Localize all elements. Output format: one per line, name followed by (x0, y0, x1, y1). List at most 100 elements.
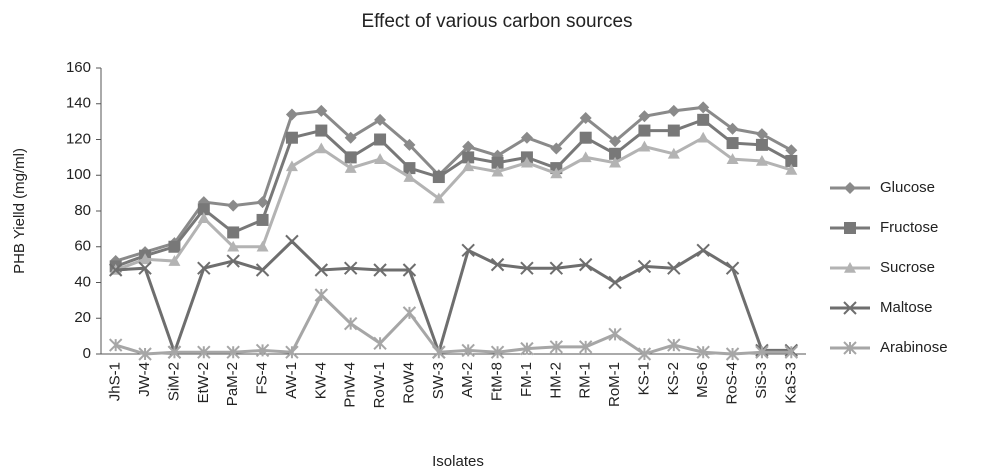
chart-title: Effect of various carbon sources (361, 11, 632, 32)
data-point (168, 240, 181, 253)
data-point (432, 171, 445, 184)
data-point (726, 153, 739, 164)
legend-marker (844, 262, 856, 273)
data-point (667, 104, 680, 117)
x-tick-label: JhS-1 (107, 362, 124, 401)
data-point (667, 338, 681, 352)
y-tick-label: 0 (83, 345, 91, 362)
data-point (344, 151, 357, 164)
data-point (138, 347, 152, 361)
data-point (755, 138, 768, 151)
data-point (315, 142, 328, 154)
series-line (115, 118, 793, 268)
data-point (637, 259, 652, 274)
x-tick-label: KS-1 (635, 362, 652, 395)
data-point (638, 124, 651, 137)
data-point (667, 124, 680, 137)
y-tick-label: 100 (66, 166, 91, 183)
data-point (374, 113, 387, 126)
x-tick-label: AW-1 (283, 362, 300, 399)
legend-label: Glucose (880, 179, 935, 196)
data-point (285, 345, 299, 359)
data-point (784, 345, 799, 359)
data-point (227, 240, 240, 252)
data-point (550, 142, 563, 155)
data-point (609, 147, 622, 160)
data-point (725, 347, 740, 361)
x-tick-label: KW-4 (312, 362, 329, 399)
data-point (402, 263, 417, 277)
y-tick-label: 120 (66, 130, 91, 147)
data-point (373, 263, 387, 277)
data-point (139, 253, 152, 265)
legend-label: Arabinose (880, 339, 948, 356)
x-tick-label: PaM-2 (224, 362, 241, 406)
data-point (403, 171, 416, 182)
data-point (491, 156, 504, 169)
data-point (197, 261, 211, 275)
legend-label: Fructose (880, 219, 938, 236)
data-point (755, 154, 768, 166)
y-tick-label: 20 (74, 309, 91, 326)
data-point (373, 336, 387, 350)
data-point (256, 196, 269, 209)
data-point (285, 234, 299, 249)
data-point (550, 167, 563, 179)
data-point (726, 122, 739, 135)
legend-marker (843, 301, 857, 315)
data-point (609, 135, 622, 148)
data-point (578, 257, 593, 272)
data-point (402, 306, 417, 320)
data-point (785, 144, 798, 157)
data-point (462, 151, 475, 164)
data-point (314, 288, 329, 302)
data-point (726, 137, 739, 150)
data-point (403, 162, 416, 175)
data-point (491, 165, 504, 177)
y-tick-label: 60 (74, 238, 91, 255)
data-point (285, 131, 298, 144)
data-point (344, 162, 357, 173)
legend-marker (844, 182, 856, 194)
data-point (461, 343, 475, 358)
data-point (461, 243, 475, 258)
data-point (785, 163, 798, 175)
x-axis-label: Isolates (432, 453, 484, 470)
data-point (226, 254, 240, 268)
data-point (462, 160, 475, 172)
data-point (285, 160, 298, 172)
y-tick-label: 40 (74, 273, 91, 290)
series-line (115, 239, 792, 358)
data-point (725, 261, 740, 275)
x-tick-label: AM-2 (459, 362, 476, 398)
data-point (432, 192, 445, 204)
x-tick-label: RM-1 (577, 362, 594, 399)
series-line (115, 292, 792, 356)
x-tick-label: FtM-8 (489, 362, 506, 401)
data-point (343, 316, 358, 331)
data-point (167, 345, 182, 359)
y-tick-label: 160 (66, 59, 91, 76)
data-point (197, 203, 210, 216)
data-point (667, 261, 681, 275)
data-point (285, 108, 298, 121)
data-point (462, 140, 475, 153)
data-point (197, 345, 211, 359)
data-point (255, 343, 270, 358)
data-point (520, 156, 533, 168)
data-point (227, 199, 240, 212)
x-tick-label: PnW-4 (342, 362, 359, 408)
data-point (609, 156, 622, 168)
data-point (755, 345, 769, 359)
x-tick-label: RoW4 (400, 362, 417, 404)
data-point (755, 128, 768, 141)
data-point (697, 131, 710, 143)
data-point (520, 341, 534, 356)
data-point (432, 345, 446, 359)
x-tick-label: KS-2 (665, 362, 682, 395)
data-point (638, 110, 651, 123)
data-point (638, 140, 651, 152)
legend-marker (844, 222, 856, 234)
data-point (520, 261, 534, 275)
